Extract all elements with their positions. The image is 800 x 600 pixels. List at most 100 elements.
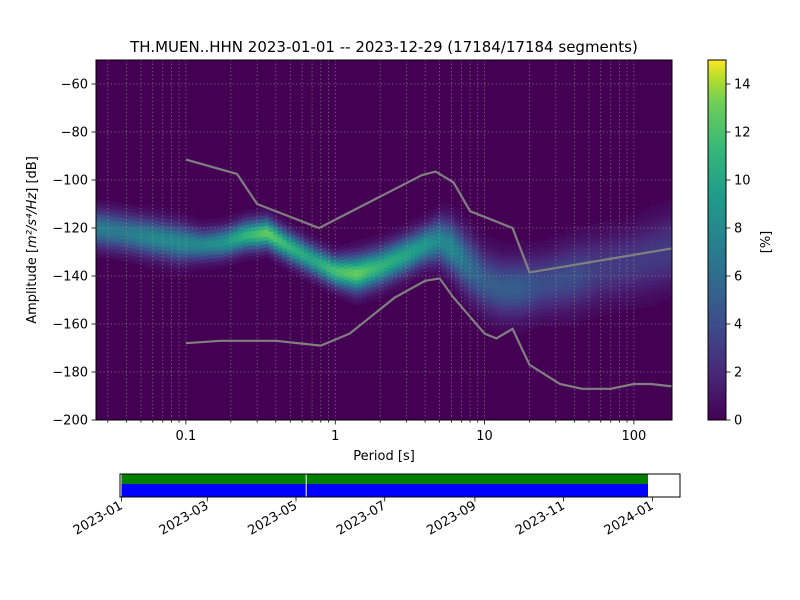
heatmap-cell	[237, 240, 243, 245]
heatmap-cell	[516, 251, 522, 256]
heatmap-cell	[149, 258, 154, 263]
heatmap-cell	[171, 252, 177, 257]
heatmap-cell	[122, 218, 128, 223]
heatmap-cell	[667, 289, 672, 294]
heatmap-cell	[335, 268, 341, 273]
heatmap-cell	[264, 214, 270, 219]
heatmap-cell	[565, 261, 571, 266]
heatmap-cell	[539, 272, 544, 277]
heatmap-cell	[472, 260, 478, 265]
heatmap-cell	[521, 269, 527, 274]
heatmap-cell	[645, 263, 651, 268]
heatmap-cell	[113, 223, 119, 228]
heatmap-cell	[627, 276, 633, 281]
heatmap-cell	[645, 213, 651, 218]
heatmap-cell	[140, 253, 146, 258]
heatmap-cell	[166, 244, 172, 249]
heatmap-cell	[220, 260, 225, 265]
heatmap-cell	[547, 276, 553, 280]
heatmap-cell	[437, 203, 442, 208]
heatmap-cell	[539, 301, 544, 306]
heatmap-cell	[113, 216, 119, 221]
heatmap-cell	[122, 239, 128, 244]
heatmap-cell	[658, 204, 664, 209]
heatmap-cell	[592, 292, 598, 297]
heatmap-cell	[636, 224, 642, 229]
heatmap-cell	[450, 284, 456, 289]
heatmap-cell	[197, 256, 203, 261]
heatmap-cell	[614, 222, 620, 227]
heatmap-cell	[184, 262, 190, 267]
heatmap-cell	[140, 239, 146, 244]
heatmap-cell	[295, 247, 301, 252]
heatmap-cell	[127, 254, 132, 259]
heatmap-cell	[477, 257, 482, 262]
heatmap-cell	[508, 280, 513, 285]
heatmap-cell	[428, 256, 434, 261]
heatmap-cell	[446, 254, 451, 259]
heatmap-cell	[627, 302, 633, 307]
heatmap-cell	[547, 294, 553, 298]
heatmap-cell	[512, 327, 518, 332]
heatmap-cell	[645, 303, 651, 308]
heatmap-cell	[255, 248, 261, 253]
heatmap-cell	[162, 214, 168, 219]
heatmap-cell	[158, 228, 163, 233]
heatmap-cell	[290, 255, 296, 260]
heatmap-cell	[534, 241, 540, 246]
heatmap-cell	[357, 240, 363, 245]
heatmap-cell	[215, 261, 221, 266]
heatmap-cell	[596, 290, 602, 295]
heatmap-cell	[122, 236, 128, 241]
heatmap-cell	[508, 331, 513, 336]
heatmap-cell	[361, 264, 367, 269]
heatmap-cell	[273, 212, 279, 217]
heatmap-cell	[565, 254, 571, 259]
heatmap-cell	[583, 247, 589, 252]
heatmap-cell	[556, 272, 562, 277]
heatmap-cell	[273, 223, 279, 228]
heatmap-cell	[539, 312, 544, 317]
heatmap-cell	[375, 285, 380, 290]
heatmap-cell	[561, 243, 567, 248]
heatmap-cell	[454, 215, 460, 220]
heatmap-cell	[144, 254, 150, 259]
heatmap-cell	[295, 254, 301, 259]
heatmap-cell	[614, 232, 620, 237]
heatmap-cell	[609, 226, 615, 231]
heatmap-cell	[361, 253, 367, 258]
heatmap-cell	[317, 281, 323, 286]
heatmap-cell	[308, 254, 314, 259]
heatmap-cell	[224, 223, 230, 228]
heatmap-cell	[406, 264, 411, 269]
heatmap-cell	[282, 243, 287, 248]
heatmap-cell	[618, 235, 624, 240]
heatmap-cell	[392, 281, 398, 286]
heatmap-cell	[601, 307, 606, 312]
heatmap-cell	[446, 272, 451, 277]
heatmap-cell	[357, 301, 363, 306]
heatmap-cell	[304, 270, 310, 275]
heatmap-cell	[583, 262, 589, 267]
heatmap-cell	[180, 230, 186, 235]
heatmap-cell	[499, 244, 505, 249]
y-axis-label-tail: ] [dB]	[25, 156, 40, 193]
heatmap-cell	[463, 242, 469, 247]
heatmap-cell	[149, 244, 154, 249]
heatmap-cell	[623, 306, 629, 311]
heatmap-cell	[521, 272, 527, 277]
heatmap-cell	[100, 207, 106, 212]
heatmap-cell	[596, 308, 602, 313]
heatmap-cell	[601, 271, 606, 276]
heatmap-cell	[348, 292, 354, 297]
heatmap-cell	[446, 221, 451, 226]
heatmap-cell	[401, 280, 407, 285]
heatmap-cell	[166, 218, 172, 223]
heatmap-cell	[640, 238, 646, 243]
heatmap-cell	[335, 250, 341, 255]
heatmap-cell	[352, 276, 358, 281]
heatmap-cell	[423, 237, 429, 242]
heatmap-cell	[357, 254, 363, 259]
timeline-ticks: 2023-01 2023-03 2023-05 2023-07 2023-09 2023-…	[71, 497, 656, 539]
heatmap-cell	[206, 251, 212, 256]
